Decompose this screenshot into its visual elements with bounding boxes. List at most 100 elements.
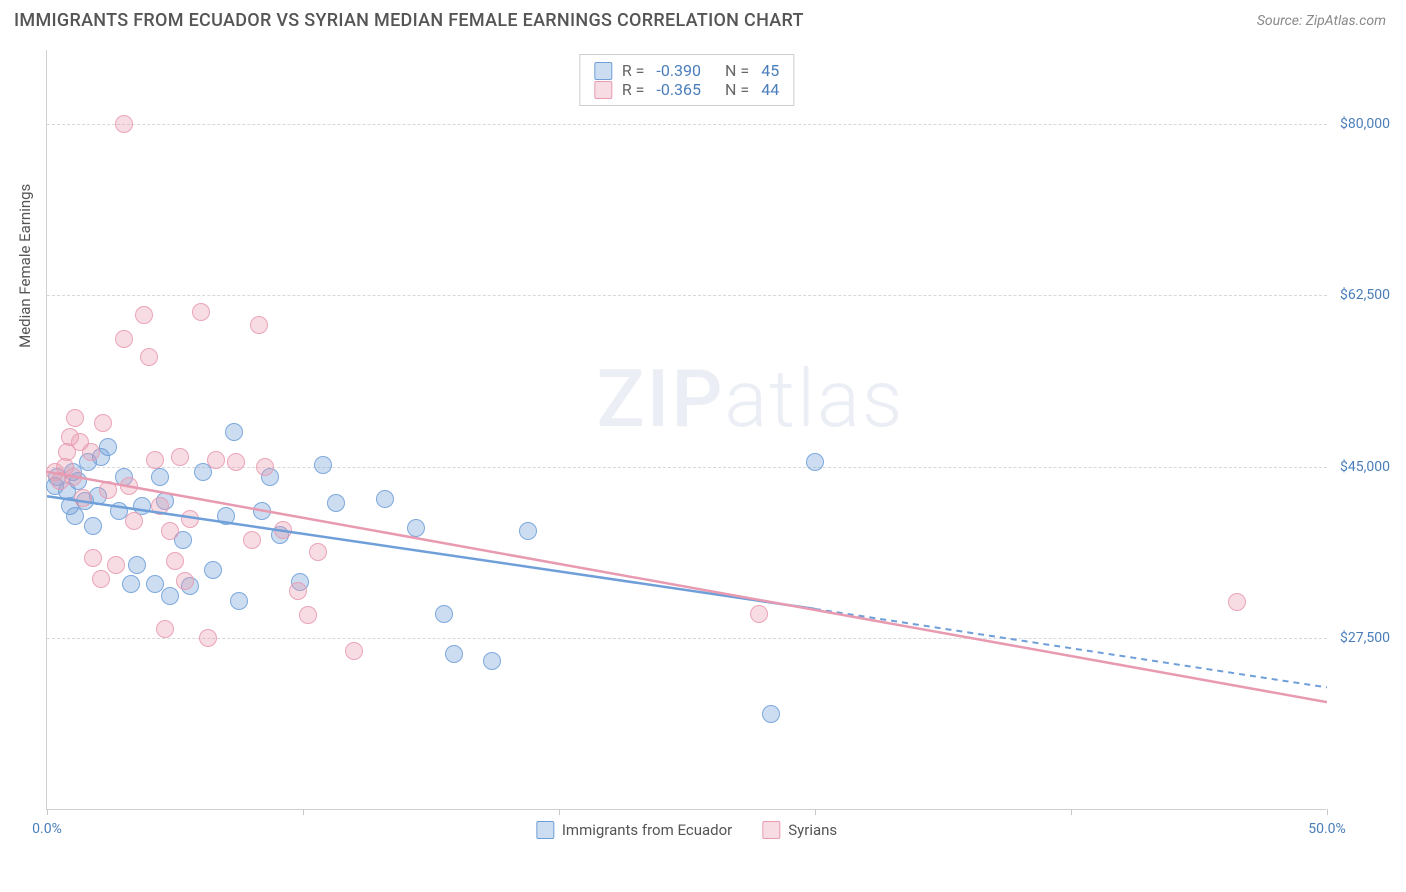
data-point xyxy=(199,629,217,647)
data-point xyxy=(225,423,243,441)
data-point xyxy=(99,438,117,456)
data-point xyxy=(309,543,327,561)
data-point xyxy=(146,451,164,469)
y-tick-label: $80,000 xyxy=(1332,116,1390,132)
chart: Median Female Earnings ZIPatlas R = -0.3… xyxy=(46,50,1392,830)
data-point xyxy=(345,642,363,660)
legend-stat-row: R = -0.390 N = 45 xyxy=(594,61,779,80)
n-value: 44 xyxy=(761,80,779,99)
legend-bottom: Immigrants from Ecuador Syrians xyxy=(536,821,837,839)
n-label: N = xyxy=(725,61,749,80)
x-tick-label: 50.0% xyxy=(1308,821,1346,837)
data-point xyxy=(82,443,100,461)
data-point xyxy=(483,652,501,670)
data-point xyxy=(407,519,425,537)
data-point xyxy=(204,561,222,579)
data-point xyxy=(327,494,345,512)
data-point xyxy=(84,549,102,567)
data-point xyxy=(115,330,133,348)
y-tick-label: $45,000 xyxy=(1332,459,1390,475)
data-point xyxy=(762,705,780,723)
data-point xyxy=(74,489,92,507)
legend-swatch xyxy=(762,821,780,839)
data-point xyxy=(128,556,146,574)
gridline xyxy=(47,295,1327,296)
data-point xyxy=(92,570,110,588)
plot-area: ZIPatlas R = -0.390 N = 45 R = -0.365 N = 4… xyxy=(46,50,1326,810)
data-point xyxy=(1228,593,1246,611)
data-point xyxy=(227,453,245,471)
data-point xyxy=(176,572,194,590)
data-point xyxy=(115,115,133,133)
x-tick-label: 0.0% xyxy=(32,821,62,837)
data-point xyxy=(156,620,174,638)
data-point xyxy=(84,517,102,535)
data-point xyxy=(274,521,292,539)
data-point xyxy=(253,502,271,520)
r-label: R = xyxy=(622,61,645,80)
legend-item: Immigrants from Ecuador xyxy=(536,821,732,839)
watermark: ZIPatlas xyxy=(596,352,904,446)
gridline xyxy=(47,638,1327,639)
x-tick xyxy=(47,809,48,815)
data-point xyxy=(299,606,317,624)
data-point xyxy=(171,448,189,466)
data-point xyxy=(161,522,179,540)
y-tick-label: $62,500 xyxy=(1332,287,1390,303)
data-point xyxy=(151,468,169,486)
data-point xyxy=(107,556,125,574)
x-tick xyxy=(303,809,304,815)
gridline xyxy=(47,124,1327,125)
data-point xyxy=(181,510,199,528)
data-point xyxy=(217,507,235,525)
n-value: 45 xyxy=(761,61,779,80)
data-point xyxy=(289,582,307,600)
r-value: -0.365 xyxy=(656,80,701,99)
data-point xyxy=(161,587,179,605)
data-point xyxy=(146,575,164,593)
data-point xyxy=(750,605,768,623)
data-point xyxy=(256,458,274,476)
source-label: Source: ZipAtlas.com xyxy=(1257,13,1386,29)
legend-stats: R = -0.390 N = 45 R = -0.365 N = 44 xyxy=(579,54,794,106)
data-point xyxy=(519,522,537,540)
x-tick xyxy=(815,809,816,815)
data-point xyxy=(806,453,824,471)
data-point xyxy=(445,645,463,663)
data-point xyxy=(151,497,169,515)
r-label: R = xyxy=(622,80,645,99)
data-point xyxy=(376,490,394,508)
x-tick xyxy=(559,809,560,815)
legend-item: Syrians xyxy=(762,821,837,839)
data-point xyxy=(140,348,158,366)
data-point xyxy=(166,552,184,570)
data-point xyxy=(243,531,261,549)
r-value: -0.390 xyxy=(656,61,701,80)
data-point xyxy=(94,414,112,432)
x-tick xyxy=(1071,809,1072,815)
data-point xyxy=(250,316,268,334)
legend-stat-row: R = -0.365 N = 44 xyxy=(594,80,779,99)
legend-label: Syrians xyxy=(788,821,837,839)
data-point xyxy=(192,303,210,321)
legend-swatch xyxy=(594,81,612,99)
legend-label: Immigrants from Ecuador xyxy=(562,821,732,839)
n-label: N = xyxy=(725,80,749,99)
y-tick-label: $27,500 xyxy=(1332,630,1390,646)
data-point xyxy=(125,512,143,530)
data-point xyxy=(99,481,117,499)
data-point xyxy=(120,477,138,495)
x-tick xyxy=(1327,809,1328,815)
y-axis-label: Median Female Earnings xyxy=(16,184,34,348)
legend-swatch xyxy=(594,62,612,80)
data-point xyxy=(230,592,248,610)
data-point xyxy=(207,451,225,469)
data-point xyxy=(314,456,332,474)
data-point xyxy=(66,409,84,427)
data-point xyxy=(64,468,82,486)
page-title: IMMIGRANTS FROM ECUADOR VS SYRIAN MEDIAN… xyxy=(14,10,804,31)
legend-swatch xyxy=(536,821,554,839)
data-point xyxy=(135,306,153,324)
data-point xyxy=(122,575,140,593)
data-point xyxy=(435,605,453,623)
